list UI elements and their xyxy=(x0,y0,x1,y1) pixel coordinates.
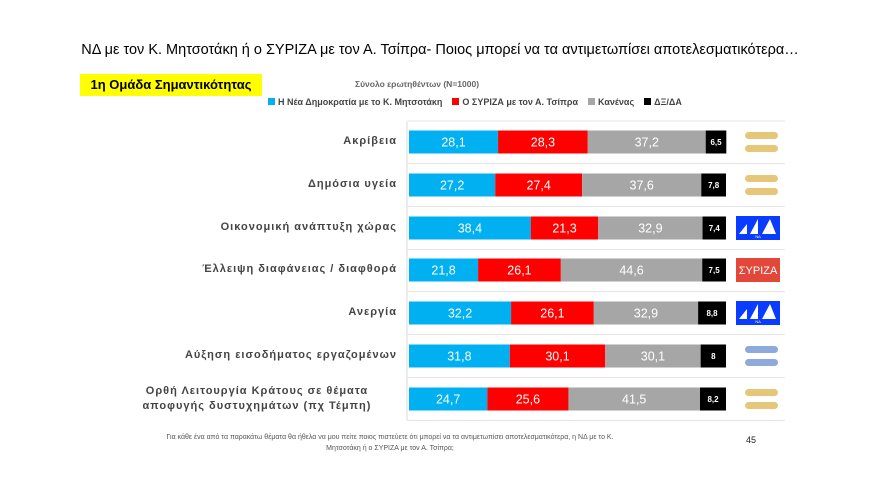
svg-text:ΝΔ: ΝΔ xyxy=(755,234,761,239)
data-label: 7,4 xyxy=(709,224,721,233)
category-label: Έλλειψη διαφάνειας / διαφθορά xyxy=(202,263,397,275)
bar-segment xyxy=(705,130,727,154)
page-title: ΝΔ με τον Κ. Μητσοτάκη ή ο ΣΥΡΙΖΑ με τον… xyxy=(81,42,799,58)
bar-segment xyxy=(702,216,726,240)
bar-segment xyxy=(511,301,594,325)
bar-segment xyxy=(582,173,702,197)
tie-icon xyxy=(745,132,778,152)
bar-segment xyxy=(700,387,726,411)
category-label: Ορθή Λειτουργία Κράτους σε θέματα αποφυγ… xyxy=(142,385,372,412)
data-label: 30,1 xyxy=(545,350,569,364)
tie-icon xyxy=(745,389,778,409)
tie-icon xyxy=(745,175,778,195)
nd-logo: ΝΔ xyxy=(736,301,780,325)
bar-segment xyxy=(409,344,510,368)
data-label: 41,5 xyxy=(622,393,646,407)
bar-segment xyxy=(487,387,569,411)
bar-segment xyxy=(587,130,706,154)
bar-segment xyxy=(605,344,701,368)
nd-logo: ΝΔ xyxy=(736,216,780,240)
bar-segment xyxy=(593,301,699,325)
data-label: 32,9 xyxy=(638,222,662,236)
bar-segment xyxy=(560,258,703,282)
bar-segment xyxy=(598,216,703,240)
bar-segment xyxy=(409,387,488,411)
bar-segment xyxy=(495,173,583,197)
data-label: 38,4 xyxy=(458,222,482,236)
syriza-logo: ΣΥΡΙΖΑ xyxy=(736,258,780,282)
data-label: 27,4 xyxy=(526,179,550,193)
legend-item: Κανένας xyxy=(588,97,634,107)
data-label: 21,8 xyxy=(431,264,455,278)
footnote: Για κάθε ένα από τα παρακάτω θέματα θα ή… xyxy=(166,434,614,452)
data-label: 21,3 xyxy=(552,222,576,236)
data-label: 28,3 xyxy=(531,136,555,150)
bar-segment xyxy=(409,216,531,240)
category-label: Δημόσια υγεία xyxy=(307,178,397,190)
bar-segment xyxy=(409,301,512,325)
bar-segment xyxy=(478,258,561,282)
tie-icon xyxy=(745,346,778,366)
category-label: Ανεργία xyxy=(348,306,397,318)
data-label: 37,2 xyxy=(635,136,659,150)
bar-segment xyxy=(498,130,588,154)
svg-text:ΣΥΡΙΖΑ: ΣΥΡΙΖΑ xyxy=(739,265,778,277)
category-label: Αύξηση εισοδήματος εργαζομένων xyxy=(184,349,397,361)
bar-segment xyxy=(701,173,726,197)
data-label: 30,1 xyxy=(641,350,665,364)
data-label: 8 xyxy=(711,352,716,361)
legend: Η Νέα Δημοκρατία με το Κ. Μητσοτάκη Ο ΣΥ… xyxy=(268,97,682,107)
legend-item: Ο ΣΥΡΙΖΑ με τον Α. Τσίπρα xyxy=(452,97,578,107)
data-label: 32,9 xyxy=(634,307,658,321)
legend-item: ΔΞ/ΔΑ xyxy=(644,97,682,107)
bar-segment xyxy=(700,344,726,368)
bar-segment xyxy=(509,344,606,368)
page-number: 45 xyxy=(746,435,757,445)
svg-text:ΝΔ: ΝΔ xyxy=(755,319,761,324)
bar-segment xyxy=(530,216,599,240)
bar-segment xyxy=(568,387,701,411)
bar-segment xyxy=(409,173,496,197)
data-label: 31,8 xyxy=(447,350,471,364)
bar-segment xyxy=(702,258,726,282)
data-label: 8,8 xyxy=(706,309,718,318)
bar-segment xyxy=(698,301,726,325)
data-label: 28,1 xyxy=(441,136,465,150)
data-label: 24,7 xyxy=(436,393,460,407)
category-label: Ακρίβεια xyxy=(343,135,397,147)
data-label: 37,6 xyxy=(630,179,654,193)
data-label: 27,2 xyxy=(440,179,464,193)
data-label: 7,8 xyxy=(708,181,720,190)
data-label: 8,2 xyxy=(707,395,719,404)
category-label: Οικονομική ανάπτυξη χώρας xyxy=(220,221,397,233)
legend-item: Η Νέα Δημοκρατία με το Κ. Μητσοτάκη xyxy=(268,97,442,107)
data-label: 6,5 xyxy=(710,138,722,147)
sample-note: Σύνολο ερωτηθέντων (Ν=1000) xyxy=(355,79,480,89)
data-label: 44,6 xyxy=(619,264,643,278)
bar-segment xyxy=(409,258,479,282)
data-label: 26,1 xyxy=(540,307,564,321)
data-label: 25,6 xyxy=(516,393,540,407)
data-label: 26,1 xyxy=(507,264,531,278)
bar-segment xyxy=(409,130,499,154)
data-label: 32,2 xyxy=(448,307,472,321)
group-badge: 1η Ομάδα Σημαντικότητας xyxy=(80,74,262,96)
data-label: 7,5 xyxy=(709,266,721,275)
